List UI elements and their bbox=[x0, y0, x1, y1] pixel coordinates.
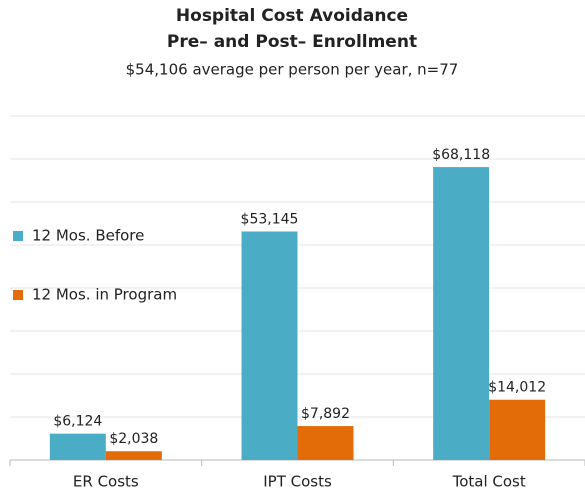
chart-title: Pre– and Post– Enrollment bbox=[167, 32, 417, 52]
legend-label: 12 Mos. in Program bbox=[32, 286, 177, 304]
data-label: $68,118 bbox=[432, 147, 490, 163]
legend-swatch bbox=[13, 231, 23, 241]
x-tick-label: IPT Costs bbox=[263, 473, 332, 491]
data-label: $14,012 bbox=[488, 380, 546, 396]
x-tick-label: Total Cost bbox=[452, 473, 526, 491]
bar bbox=[297, 426, 354, 460]
legend-label: 12 Mos. Before bbox=[32, 227, 144, 245]
legend-swatch bbox=[13, 290, 23, 300]
data-label: $7,892 bbox=[301, 406, 350, 422]
data-label: $6,124 bbox=[53, 414, 102, 430]
bar bbox=[241, 231, 298, 460]
chart-subtitle: $54,106 average per person per year, n=7… bbox=[126, 61, 459, 79]
bar bbox=[105, 451, 162, 460]
x-tick-label: ER Costs bbox=[73, 473, 139, 491]
bar bbox=[49, 433, 106, 460]
bar bbox=[489, 399, 546, 460]
data-label: $2,038 bbox=[109, 431, 158, 447]
data-label: $53,145 bbox=[241, 211, 299, 227]
chart-title: Hospital Cost Avoidance bbox=[176, 6, 408, 26]
bar bbox=[433, 167, 490, 461]
